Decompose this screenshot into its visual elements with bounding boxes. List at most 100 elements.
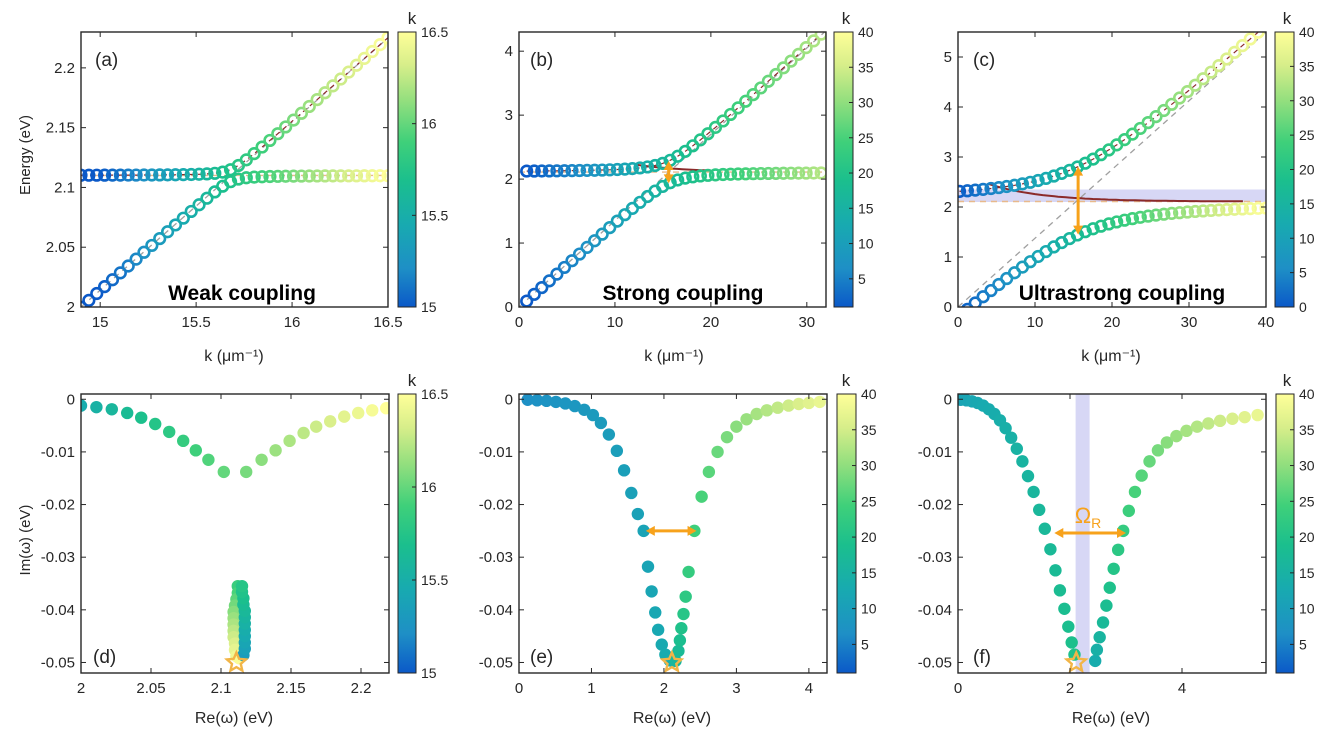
panel-a-colorbar: 15 15.5 16 16.5 <box>397 24 448 315</box>
panel-c-colorbar-tick-label: 30 <box>1299 93 1315 109</box>
panel-b-upper-polariton-point <box>595 163 609 177</box>
panel-e-colorbar-tick-label: 30 <box>861 458 877 474</box>
panel-a-upper-polariton-point <box>342 65 356 79</box>
panel-a-ytick-label: 2.2 <box>54 60 75 77</box>
panel-c-upper-polariton-point <box>1047 169 1061 183</box>
panel-c-lower-polariton-point <box>1078 225 1092 239</box>
panel-a-upper-polariton-point <box>357 51 371 65</box>
panel-c-colorbar-tick-label: 0 <box>1299 299 1307 315</box>
panel-e-eigenvalue-point <box>673 634 687 647</box>
panel-a-lower-polariton-point <box>129 252 143 266</box>
panel-a-lower-polariton-point <box>239 171 253 185</box>
panel-c-lower-polariton-point <box>1188 204 1202 219</box>
panel-e-ytick-label: -0.04 <box>479 602 513 619</box>
panel-a-lower-polariton-point <box>153 231 167 246</box>
panel-f-eigenvalue-point <box>1033 503 1046 517</box>
panel-e-eigenvalue-point <box>782 399 795 412</box>
panel-a-upper-polariton-point <box>334 72 348 86</box>
panel-d-xtick-label: 2.05 <box>136 680 165 697</box>
panel-c-lower-polariton-point <box>1133 210 1147 224</box>
panel-f-ytick-label: -0.04 <box>918 602 952 619</box>
panel-c-lower-polariton-point <box>1220 203 1234 217</box>
panel-a-upper-polariton-point <box>105 168 120 182</box>
panel-f-xtick-label: 4 <box>1178 680 1186 697</box>
panel-c-lower-polariton-point <box>1204 203 1218 218</box>
panel-d-eigenvalue-point <box>269 444 282 457</box>
panel-b-upper-polariton-point <box>799 41 813 55</box>
panel-f-eigenvalue-point <box>1021 469 1035 483</box>
panel-a-lower-polariton-point <box>373 169 387 183</box>
panel-b-photon-dispersion <box>519 32 826 307</box>
panel-b-lower-polariton-point <box>791 166 806 180</box>
panel-d-colorbar-tick-label: 16 <box>421 479 437 495</box>
panel-c-upper-polariton-point <box>976 182 990 196</box>
panel-d-ylabel: Im(ω) (eV) <box>17 505 34 576</box>
panel-e-eigenvalue-point <box>711 445 724 459</box>
panel-b-colorbar-tick-label: 25 <box>858 130 874 146</box>
panel-d: 2 2.05 2.1 2.15 2.2 0 -0.01 -0.02 -0.03 -0.04 -0.0… <box>17 371 448 727</box>
panel-b-ytick-label: 4 <box>505 43 513 60</box>
panel-b-upper-polariton-point <box>739 94 753 108</box>
panel-e-ytick-label: -0.05 <box>479 654 513 671</box>
panel-c-colorbar-label: k <box>1283 9 1292 28</box>
panel-e-eigenvalue-point <box>682 565 695 579</box>
panel-e-plot-area: 0 1 2 3 4 0 -0.01 -0.02 -0.03 -0.04 -0.05 <box>479 391 828 697</box>
panel-a-upper-polariton-point <box>365 44 379 59</box>
panel-c-ytick-label: 3 <box>944 149 952 166</box>
panel-d-eigenvalue-point <box>121 406 134 420</box>
panel-a: 15 15.5 16 16.5 2 2.05 2.1 2.15 2.2 (a) Weak cou… <box>17 9 448 365</box>
panel-a-upper-polariton-point <box>81 168 88 182</box>
panel-a-upper-polariton-point <box>310 92 324 107</box>
panel-f-rabi-subscript: R <box>1091 515 1101 531</box>
panel-b-lower-polariton-point <box>603 220 617 235</box>
panel-c-lower-polariton-point <box>1172 206 1187 220</box>
panel-b-lower-polariton-point <box>565 254 579 268</box>
panel-d-xtick-label: 2.15 <box>276 680 305 697</box>
panel-f-eigenvalue-point <box>1251 408 1264 422</box>
panel-e-eigenvalue-point <box>521 393 534 406</box>
panel-c-upper-polariton-point <box>1031 173 1045 188</box>
panel-a-lower-polariton-point <box>98 280 112 294</box>
panel-c-upper-polariton-point <box>1172 91 1187 105</box>
panel-a-colorbar-tick-label: 15.5 <box>421 207 448 223</box>
panel-f-eigenvalue-point <box>1135 469 1148 482</box>
panel-c-lower-polariton-point <box>1243 202 1257 216</box>
panel-d-eigenvalue-point <box>380 402 389 415</box>
panel-b-ytick-label: 3 <box>505 107 513 124</box>
panel-b-lower-polariton-point <box>618 208 632 222</box>
panel-e-axes-frame <box>518 393 828 674</box>
panel-a-lower-polariton-point <box>247 170 261 184</box>
panel-c-upper-polariton-point <box>1265 32 1266 33</box>
panel-b-upper-polariton-point <box>731 101 745 115</box>
panel-c-upper-polariton-point <box>1235 39 1250 53</box>
panel-a-lower-polariton-point <box>349 169 364 183</box>
panel-b-upper-branch-line <box>526 33 822 172</box>
panel-f-eigenvalue-point <box>1111 543 1125 557</box>
panel-b-colorbar-tick-label: 10 <box>858 236 874 252</box>
panel-f-xtick-label: 0 <box>954 680 962 697</box>
panel-e-eigenvalue-point <box>655 638 668 651</box>
panel-d-ytick-label: -0.02 <box>41 497 75 514</box>
panel-d-ytick-label: 0 <box>67 391 75 408</box>
panel-c-upper-polariton-point <box>960 184 974 198</box>
panel-f-eigenvalue-point <box>1096 616 1110 629</box>
panel-a-lower-polariton-point <box>357 169 371 183</box>
panel-e-eigenvalue-point <box>672 644 685 658</box>
panel-b-lower-polariton-point <box>807 166 821 180</box>
panel-b-upper-polariton-point <box>769 67 783 82</box>
panel-b-lower-polariton-point <box>595 227 609 241</box>
panel-a-ytick-label: 2.15 <box>46 120 75 137</box>
panel-a-upper-polariton-point <box>90 168 104 182</box>
panel-c-upper-polariton-point <box>1015 177 1030 191</box>
panel-c-lower-polariton-point <box>1251 201 1265 215</box>
panel-f-colorbar-tick-label: 30 <box>1299 458 1315 474</box>
panel-a-lower-polariton-point <box>200 191 214 205</box>
panel-a-lower-polariton-point <box>310 169 324 183</box>
panel-a-upper-polariton-point <box>247 147 261 161</box>
panel-a-colorbar-tick-label: 16 <box>421 116 437 132</box>
panel-c-upper-polariton-point <box>1023 175 1037 189</box>
panel-c-lower-polariton-point <box>1235 202 1250 216</box>
panel-a-colorbar-tick-label: 16.5 <box>421 24 448 40</box>
panel-e-rabi-arrow-head-right <box>687 525 697 536</box>
panel-a-lower-polariton-point <box>365 169 379 183</box>
